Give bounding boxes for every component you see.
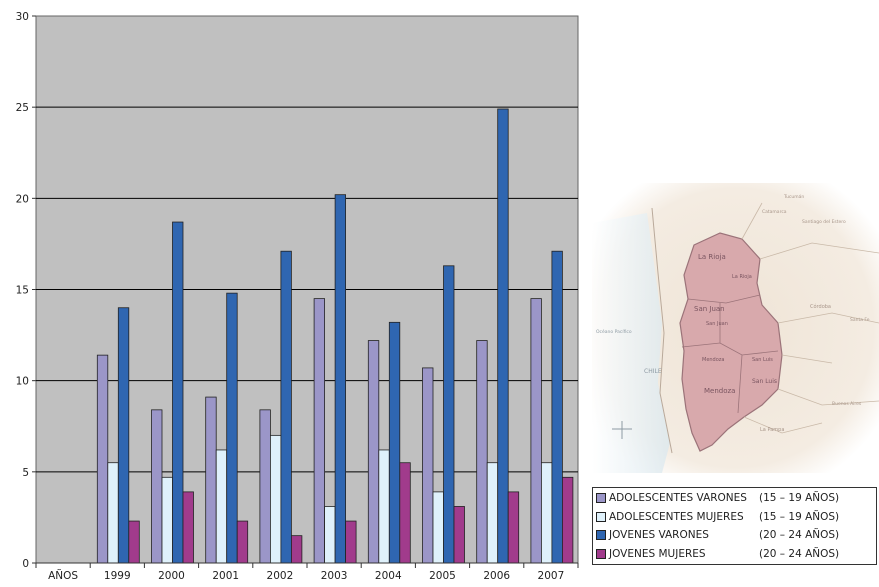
bar-adolescentes-mujeres-2007 [541,462,553,564]
map-label-santa-fe: Santa Fe [850,317,870,323]
bar-chart: 0 5 10 15 20 25 30 AÑOS 1999 2000 2001 2002 2003 200… [16,11,579,582]
bar-adolescentes-varones-2001 [205,396,217,564]
map-label-chile: CHILE [644,368,662,375]
bar-adolescentes-varones-2007 [530,298,542,564]
bar-adolescentes-mujeres-2001 [215,449,228,564]
bar-adolescentes-varones-2000 [151,409,163,564]
y-tick-label: 25 [16,102,29,114]
map-label-la-rioja-city: La Rioja [732,274,752,280]
x-tick-label: 2004 [375,570,402,582]
x-tick-label: 2007 [538,570,565,582]
map-label-santiago: Santiago del Estero [802,219,846,225]
y-tick-label: 0 [22,558,29,570]
neighbor-borders [741,202,879,434]
bar-jovenes-varones-2002 [280,250,292,564]
x-tick-label: 2003 [321,570,348,582]
map-label-mendoza-city: Mendoza [702,357,724,363]
chile-border [651,207,673,454]
legend-entry: ADOLESCENTES VARONES (15 – 19 AÑOS) [596,490,879,506]
bar-jovenes-mujeres-2004 [399,462,411,564]
y-tick-label: 20 [16,193,29,205]
map-labels: La Rioja La Rioja San Juan San Juan Mend… [596,193,870,433]
bar-jovenes-varones-2007 [551,250,563,564]
map-label-mendoza-region: Mendoza [704,387,735,395]
bar-adolescentes-varones-1999 [96,354,109,564]
y-tick-label: 5 [22,467,29,479]
legend-range: (15 – 19 AÑOS) [759,492,840,504]
legend-entry: ADOLESCENTES MUJERES (15 – 19 AÑOS) [596,509,879,525]
bar-jovenes-mujeres-2002 [290,535,303,564]
map-label-san-luis-city: San Luis [752,357,773,363]
bar-adolescentes-mujeres-2002 [269,434,282,564]
legend-label: JOVENES VARONES [609,529,709,541]
map-label-la-rioja-region: La Rioja [698,253,726,261]
map-label-catamarca: Catamarca [762,209,787,215]
x-axis-title: AÑOS [48,569,78,582]
map-label-san-juan-region: San Juan [694,305,725,313]
map-label-san-luis-region: San Luis [752,378,777,385]
bar-adolescentes-varones-2006 [476,340,488,564]
bar-jovenes-mujeres-2007 [562,476,574,564]
legend-range: (20 – 24 AÑOS) [759,547,840,560]
map-label-buenos-aires: Buenos Aires [832,401,862,407]
legend-range: (15 – 19 AÑOS) [759,510,840,523]
bar-adolescentes-mujeres-2003 [324,506,336,564]
x-tick-label: 1999 [104,570,131,582]
x-axis-ticks: AÑOS 1999 2000 2001 2002 2003 2004 2005 2006 2007 [35,563,579,582]
bar-jovenes-mujeres-2000 [182,491,194,564]
x-tick-label: 2002 [267,570,294,582]
x-tick-label: 2000 [158,570,185,582]
bar-adolescentes-mujeres-1999 [107,462,119,564]
map-label-ocean: Océano Pacífico [596,328,632,335]
compass-icon [612,421,632,439]
legend-entry: JOVENES VARONES (20 – 24 AÑOS) [596,527,879,543]
y-tick-label: 30 [16,11,29,23]
bar-adolescentes-varones-2004 [367,340,380,564]
legend-swatch [596,511,606,522]
x-tick-label: 2006 [483,570,510,582]
legend-swatch [596,493,606,503]
map-label-tucuman: Tucumán [783,193,804,200]
x-tick-label: 2005 [429,570,456,582]
bar-jovenes-mujeres-2001 [236,520,249,564]
bar-jovenes-varones-2000 [172,221,184,564]
bar-jovenes-varones-1999 [117,307,130,564]
bar-jovenes-mujeres-1999 [128,520,140,564]
bar-adolescentes-varones-2002 [259,409,271,564]
y-axis-ticks: 0 5 10 15 20 25 30 [16,11,36,570]
x-tick-label: 2001 [212,570,239,582]
bars [96,108,574,564]
bar-adolescentes-mujeres-2000 [161,476,173,564]
bar-adolescentes-mujeres-2004 [378,449,390,564]
map-label-san-juan-city: San Juan [706,321,728,327]
bar-adolescentes-mujeres-2006 [486,462,499,564]
bar-jovenes-varones-2005 [443,265,455,564]
bar-jovenes-varones-2001 [226,292,238,564]
bar-jovenes-varones-2006 [497,108,509,564]
bar-jovenes-mujeres-2006 [507,491,520,564]
legend-label: ADOLESCENTES MUJERES [609,510,744,523]
legend-swatch [596,548,606,559]
bar-adolescentes-varones-2005 [422,367,434,564]
province-borders [681,294,779,414]
legend-range: (20 – 24 AÑOS) [759,529,840,541]
y-tick-label: 10 [16,376,29,388]
legend-entry: JOVENES MUJERES (20 – 24 AÑOS) [596,546,879,562]
region-map: La Rioja La Rioja San Juan San Juan Mend… [592,183,879,473]
bar-jovenes-mujeres-2005 [453,506,465,564]
bar-jovenes-mujeres-2003 [345,520,357,564]
map-label-la-pampa: La Pampa [760,427,784,433]
bar-jovenes-varones-2003 [334,194,347,564]
legend-swatch [596,530,606,540]
cuyo-region [679,232,783,452]
legend: ADOLESCENTES VARONES (15 – 19 AÑOS) ADOLES… [592,487,877,565]
ocean [592,213,670,473]
y-tick-label: 15 [16,285,29,297]
legend-label: JOVENES MUJERES [609,547,706,560]
bar-adolescentes-varones-2003 [313,298,326,564]
bar-adolescentes-mujeres-2005 [432,491,444,564]
legend-label: ADOLESCENTES VARONES [609,492,747,504]
map-label-cordoba: Córdoba [810,303,831,310]
bar-jovenes-varones-2004 [388,321,401,564]
